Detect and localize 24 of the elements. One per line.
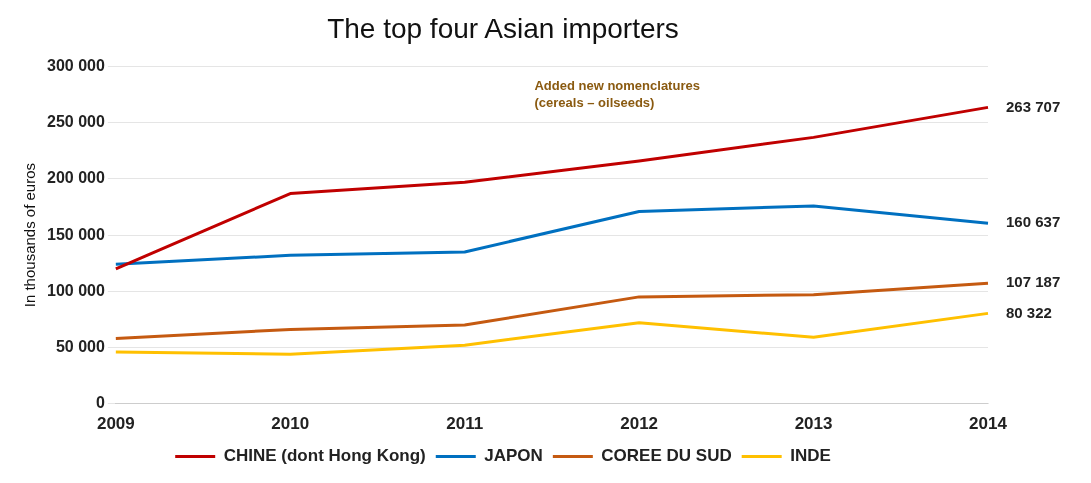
x-tick-label: 2010 (271, 414, 310, 434)
data-label: 107 187 (1006, 273, 1061, 291)
data-label: 263 707 (1006, 97, 1061, 115)
x-tick-label: 2012 (620, 414, 659, 434)
x-tick-label: 2014 (969, 414, 1008, 434)
x-tick-label: 2009 (96, 414, 135, 434)
x-tick-label: 2011 (446, 414, 484, 434)
legend-label: JAPON (484, 446, 543, 466)
y-axis-title: In thousands of euros (21, 162, 39, 308)
annotation: Added new nomenclatures (cereals – oilseeds) (534, 78, 700, 111)
y-tick-label: 300 000 (46, 57, 105, 75)
legend-label: INDE (790, 446, 831, 466)
y-tick-label: 150 000 (46, 225, 105, 243)
data-label: 160 637 (1006, 213, 1061, 231)
legend-label: COREE DU SUD (601, 446, 732, 466)
y-tick-label: 250 000 (46, 113, 105, 131)
chart-title: The top four Asian importers (327, 12, 679, 44)
y-tick-label: 100 000 (46, 281, 105, 299)
y-tick-label: 0 (95, 394, 105, 412)
data-label: 80 322 (1006, 303, 1052, 321)
x-tick-label: 2013 (794, 414, 833, 434)
legend-label: CHINE (dont Hong Kong) (223, 446, 426, 466)
y-tick-label: 200 000 (46, 169, 105, 187)
y-tick-label: 50 000 (55, 337, 105, 355)
